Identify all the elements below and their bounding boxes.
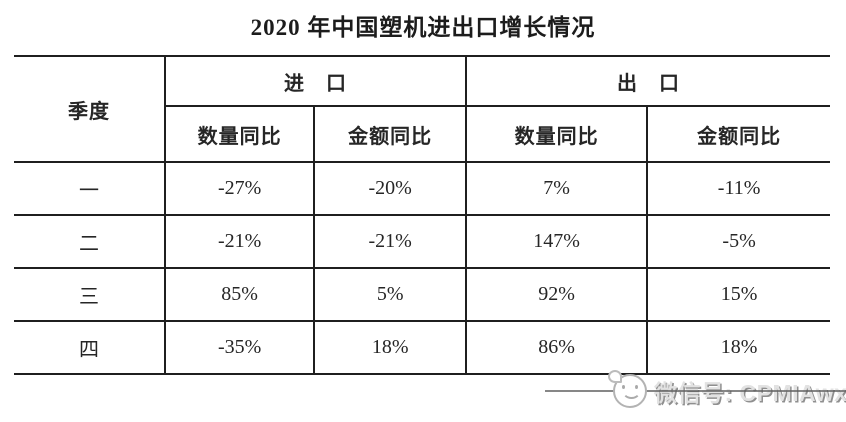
import-qty-subheader: 数量同比 [164,105,316,163]
value-cell: -21% [163,214,316,269]
quarter-cell: 二 [14,214,166,269]
table-row-q2: 二 -21% -21% 147% -5% [14,214,830,269]
value-cell: 85% [163,267,316,322]
value-cell: 92% [465,267,649,322]
value-cell: -21% [313,214,468,269]
value-cell: -11% [646,161,830,216]
table-row-q1: 一 -27% -20% 7% -11% [14,161,830,216]
value-cell: -20% [313,161,468,216]
value-cell: 86% [465,320,649,375]
chat-bubble-icon [608,370,622,383]
value-cell: 7% [465,161,649,216]
import-value-subheader: 金额同比 [313,105,468,163]
page-title: 2020 年中国塑机进出口增长情况 [250,15,596,40]
quarter-cell: 一 [14,161,166,216]
growth-table: 季度 进 口 出 口 数量同比 金额同比 数量同比 金额同比 一 -27% -2… [14,55,830,375]
quarter-header-cell: 季度 [14,55,166,163]
table-row-q4: 四 -35% 18% 86% 18% [14,320,830,375]
watermark-label: 微信号: CPMIAwx [654,380,846,406]
value-cell: 18% [646,320,830,375]
export-group-header: 出 口 [465,55,830,107]
value-cell: -27% [163,161,316,216]
value-cell: 18% [313,320,468,375]
import-group-header: 进 口 [163,55,468,107]
value-cell: -5% [646,214,830,269]
wechat-icon [608,370,647,408]
value-cell: 15% [646,267,830,322]
export-qty-subheader: 数量同比 [465,105,649,163]
table-row-q3: 三 85% 5% 92% 15% [14,267,830,322]
value-cell: 5% [313,267,468,322]
quarter-cell: 三 [14,267,166,322]
value-cell: -35% [163,320,316,375]
export-value-subheader: 金额同比 [646,105,830,163]
quarter-cell: 四 [14,320,166,375]
watermark-strikethrough-line [545,390,846,392]
wechat-watermark: 微信号: CPMIAwx [545,370,846,411]
value-cell: 147% [465,214,649,269]
